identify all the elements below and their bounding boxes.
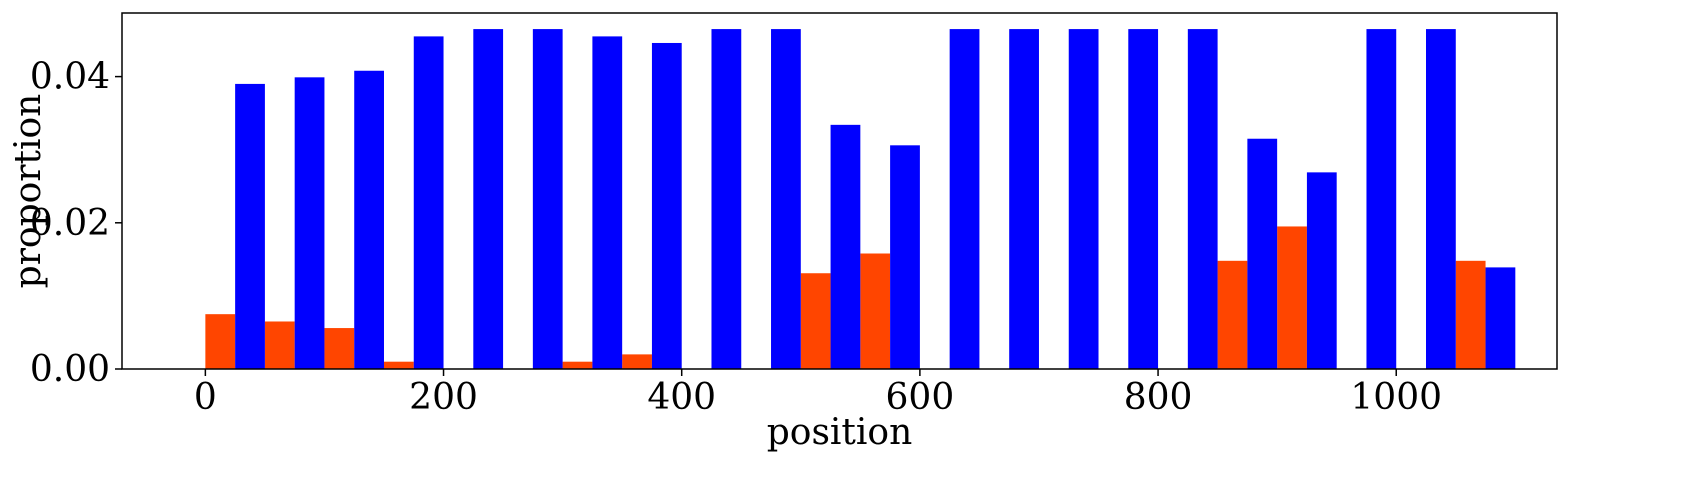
bar-series-2-4 (413, 36, 444, 369)
x-axis-label: position (767, 412, 913, 453)
bar-series-1-1 (205, 314, 236, 369)
bars-layer (205, 29, 1516, 370)
x-tick-label: 400 (647, 377, 716, 418)
bar-series-2-6 (532, 29, 563, 370)
plot-frame (121, 12, 1558, 370)
x-tick-label: 800 (1124, 377, 1193, 418)
bar-series-2-2 (294, 77, 325, 369)
bar-series-2-10 (771, 29, 801, 370)
bar-series-2-14 (1009, 29, 1039, 370)
y-tick-label: 0.02 (30, 203, 110, 244)
bar-series-1-8 (860, 253, 891, 369)
bar-series-1-3 (324, 328, 355, 369)
x-tick-label: 1000 (1350, 377, 1442, 418)
bar-series-2-19 (1306, 172, 1337, 369)
axes-layer: 0 200 400 600 800 1000 0.00 0.02 0.04 (30, 57, 1442, 418)
bar-series-2-18 (1247, 138, 1278, 369)
bar-series-1-11 (1455, 260, 1486, 369)
x-tick-label: 0 (194, 377, 217, 418)
y-tick-label: 0.00 (30, 349, 110, 390)
bar-series-1-10 (1277, 226, 1307, 369)
bar-series-1-6 (622, 354, 652, 369)
bar-series-1-2 (264, 321, 295, 369)
bar-series-2-9 (711, 29, 742, 370)
y-tick-label: 0.04 (30, 57, 110, 98)
bar-series-1-7 (800, 273, 831, 369)
bar-series-2-20 (1366, 29, 1397, 370)
bar-series-2-17 (1187, 29, 1218, 370)
bar-series-2-22 (1485, 267, 1516, 369)
x-tick-label: 600 (886, 377, 955, 418)
bar-series-1-9 (1217, 260, 1248, 369)
bar-series-2-3 (354, 70, 384, 370)
bar-series-2-15 (1068, 29, 1099, 370)
bar-series-2-16 (1128, 29, 1159, 370)
bar-series-1-5 (562, 361, 593, 369)
bar-series-2-12 (890, 145, 920, 369)
bar-series-2-8 (651, 42, 682, 369)
bar-series-2-11 (830, 124, 861, 370)
bar-series-2-1 (235, 83, 265, 370)
bar-series-2-7 (592, 36, 623, 369)
y-axis-label: proportion (8, 94, 49, 289)
bar-series-2-13 (949, 29, 980, 370)
bar-series-2-5 (473, 29, 504, 370)
bar-series-1-4 (383, 361, 414, 369)
x-tick-label: 200 (409, 377, 478, 418)
bar-series-2-21 (1426, 29, 1456, 370)
